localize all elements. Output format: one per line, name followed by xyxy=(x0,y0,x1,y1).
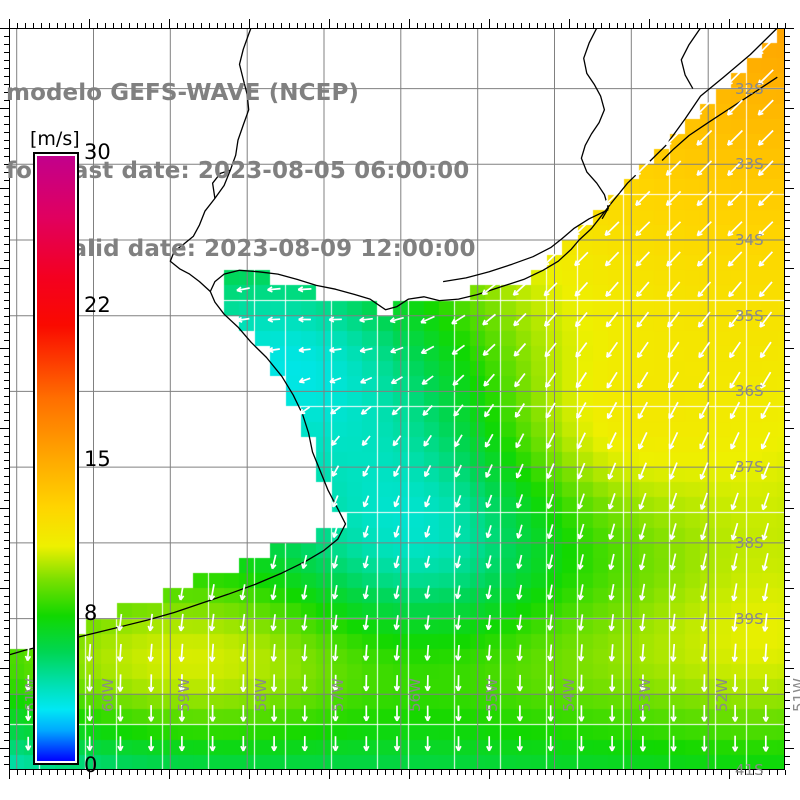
graticule-grid xyxy=(9,28,785,770)
lat-label-37S: 37S xyxy=(735,458,764,477)
title-forecast-date: forecast date: 2023-08-05 06:00:00 xyxy=(6,158,470,184)
title-valid-date: valid date: 2023-08-09 12:00:00 xyxy=(56,236,476,262)
lon-label-53W: 53W xyxy=(636,678,655,712)
title-model: modelo GEFS-WAVE (NCEP) xyxy=(6,80,360,106)
lon-label-52W: 52W xyxy=(713,678,732,712)
lon-label-54W: 54W xyxy=(559,678,578,712)
lat-label-36S: 36S xyxy=(735,382,764,401)
colorbar-tick-8: 8 xyxy=(84,600,98,625)
lat-label-39S: 39S xyxy=(735,609,764,628)
lat-label-34S: 34S xyxy=(735,231,764,249)
top-tick-rail xyxy=(9,18,786,28)
lon-label-57W: 57W xyxy=(329,678,347,712)
lat-label-32S: 32S xyxy=(735,79,764,98)
bottom-tick-rail xyxy=(9,770,786,780)
colorbar[interactable] xyxy=(33,152,79,765)
lon-label-55W: 55W xyxy=(482,678,501,712)
lon-label-58W: 58W xyxy=(252,678,271,712)
colorbar-tick-30: 30 xyxy=(84,140,111,164)
lon-label-60W: 60W xyxy=(98,678,117,712)
coastline xyxy=(9,28,778,656)
lat-label-33S: 33S xyxy=(735,155,764,174)
colorbar-tick-0: 0 xyxy=(84,753,98,777)
map-title-block: modelo GEFS-WAVE (NCEP) forecast date: 2… xyxy=(6,28,526,314)
lon-label-59W: 59W xyxy=(175,678,194,712)
colorbar-unit-label: [m/s] xyxy=(30,128,80,150)
lat-label-38S: 38S xyxy=(735,533,764,552)
colorbar-tick-22: 22 xyxy=(84,293,111,318)
lat-label-35S: 35S xyxy=(735,306,764,325)
colorbar-gradient xyxy=(36,155,76,762)
colorbar-tick-15: 15 xyxy=(84,446,111,471)
right-tick-rail xyxy=(785,28,795,770)
colorbar-track xyxy=(33,152,79,765)
map-plot-area[interactable] xyxy=(9,28,785,770)
lon-label-56W: 56W xyxy=(405,678,424,712)
lat-label-41S: 41S xyxy=(735,761,764,779)
wind-vector-arrows xyxy=(24,38,774,752)
lon-label-51W: 51W xyxy=(790,678,800,712)
